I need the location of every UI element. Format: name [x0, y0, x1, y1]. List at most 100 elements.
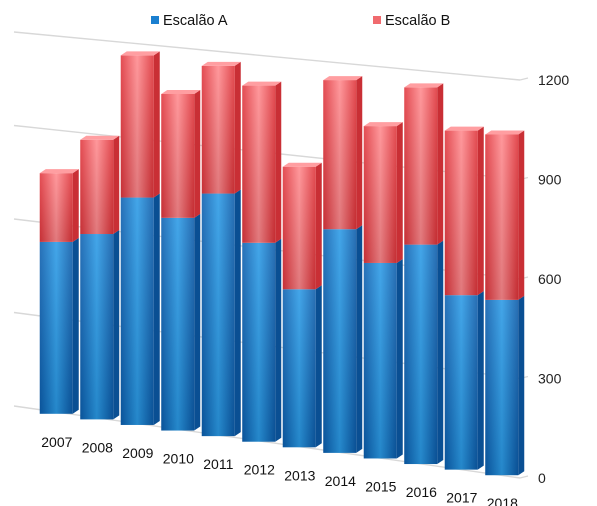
bar-side-Escalão B-2014	[356, 76, 363, 230]
bar-side-Escalão A-2010	[194, 213, 201, 431]
bar-shade	[161, 217, 195, 431]
bar-shade	[120, 55, 154, 198]
bar-top-2008	[80, 135, 120, 140]
bar-side-Escalão A-2009	[153, 193, 160, 425]
bar-side-Escalão B-2009	[153, 51, 160, 198]
x-tick-label: 2007	[41, 434, 72, 450]
bar-shade	[80, 139, 114, 235]
bar-top-2012	[242, 81, 282, 86]
gridline-cap	[519, 77, 529, 81]
bar-stack-2011	[201, 61, 241, 437]
bar-side-Escalão B-2007	[72, 169, 79, 242]
x-tick-label: 2017	[446, 490, 477, 506]
bar-side-Escalão A-2016	[437, 240, 444, 465]
bar-side-Escalão A-2014	[356, 225, 363, 453]
x-tick-label: 2013	[284, 467, 315, 483]
bar-shade	[404, 244, 438, 465]
bar-side-Escalão A-2007	[72, 237, 79, 414]
bar-side-Escalão B-2018	[518, 130, 525, 300]
legend-swatch-escalao-a	[151, 16, 159, 24]
bar-shade	[444, 130, 478, 296]
bar-shade	[39, 173, 73, 242]
x-tick-label: 2012	[244, 462, 275, 478]
legend-label-escalao-a: Escalão A	[163, 13, 228, 29]
bar-shade	[282, 289, 316, 448]
bar-shade	[363, 262, 397, 459]
bar-stack-2008	[80, 135, 120, 420]
bar-top-2011	[201, 61, 241, 66]
bar-stack-2018	[485, 130, 525, 476]
bar-shade	[120, 197, 154, 425]
bar-shade	[161, 93, 195, 218]
bar-side-Escalão A-2013	[315, 285, 322, 448]
bar-stack-2017	[444, 126, 484, 470]
bar-side-Escalão B-2017	[477, 126, 484, 296]
gridline-cap	[519, 475, 529, 479]
gridline	[13, 31, 521, 81]
bar-side-Escalão B-2010	[194, 89, 201, 218]
bar-side-Escalão A-2008	[113, 230, 120, 420]
bar-shade	[242, 85, 276, 243]
bar-top-2007	[39, 169, 79, 174]
bar-top-2017	[444, 126, 484, 131]
bar-shade	[242, 242, 276, 442]
x-tick-label: 2009	[122, 445, 153, 461]
legend-swatch-escalao-b	[373, 16, 381, 24]
bar-top-2014	[323, 76, 363, 81]
bar-side-Escalão A-2015	[396, 258, 403, 459]
bar-stack-2014	[323, 76, 363, 453]
y-tick-label: 300	[538, 371, 562, 387]
chart-legend: Escalão A Escalão B	[151, 13, 450, 29]
x-tick-label: 2015	[365, 478, 396, 494]
bar-side-Escalão B-2011	[234, 61, 241, 194]
bar-stack-2013	[282, 162, 322, 448]
y-tick-label: 0	[538, 470, 546, 486]
bar-stack-2009	[120, 51, 160, 425]
bar-side-Escalão B-2013	[315, 162, 322, 290]
bar-side-Escalão A-2011	[234, 189, 241, 437]
legend-label-escalao-b: Escalão B	[385, 13, 450, 29]
bar-shade	[201, 65, 235, 194]
bar-side-Escalão B-2016	[437, 83, 444, 245]
bar-side-Escalão B-2015	[396, 122, 403, 263]
bar-shade	[485, 299, 519, 476]
x-tick-label: 2014	[325, 473, 356, 489]
y-tick-label: 900	[538, 172, 562, 188]
bar-side-Escalão A-2018	[518, 295, 525, 476]
bar-top-2015	[363, 122, 403, 127]
y-tick-label: 600	[538, 271, 562, 287]
bar-top-2009	[120, 51, 160, 56]
bar-shade	[201, 193, 235, 437]
x-tick-label: 2010	[163, 451, 194, 467]
bar-top-2010	[161, 89, 201, 94]
bar-shade	[363, 126, 397, 263]
bars	[39, 51, 525, 476]
bar-shade	[444, 295, 478, 470]
y-axis: 0 300 600 900 1200	[538, 72, 569, 486]
bar-shade	[485, 134, 519, 300]
bar-shade	[323, 229, 357, 453]
bar-stack-2016	[404, 83, 444, 465]
bar-stack-2007	[39, 169, 79, 414]
bar-shade	[404, 87, 438, 245]
bar-shade	[323, 80, 357, 230]
x-tick-label: 2008	[82, 439, 113, 455]
x-tick-label: 2016	[406, 484, 437, 500]
bar-top-2013	[282, 162, 322, 167]
bar-top-2016	[404, 83, 444, 88]
x-tick-label: 2011	[203, 456, 233, 472]
bar-top-2018	[485, 130, 525, 135]
bar-shade	[39, 241, 73, 414]
bar-stack-2015	[363, 122, 403, 459]
bar-stack-2012	[242, 81, 282, 442]
bar-side-Escalão B-2012	[275, 81, 282, 243]
y-tick-label: 1200	[538, 72, 569, 88]
bar-stack-2010	[161, 89, 201, 431]
bar-side-Escalão A-2017	[477, 291, 484, 470]
bar-side-Escalão A-2012	[275, 238, 282, 442]
x-tick-label: 2018	[487, 495, 518, 506]
bar-side-Escalão B-2008	[113, 135, 120, 235]
bar-shade	[282, 166, 316, 290]
x-axis: 2007 2008 2009 2010 2011 2012 2013 2014 2015 2016…	[41, 434, 518, 506]
